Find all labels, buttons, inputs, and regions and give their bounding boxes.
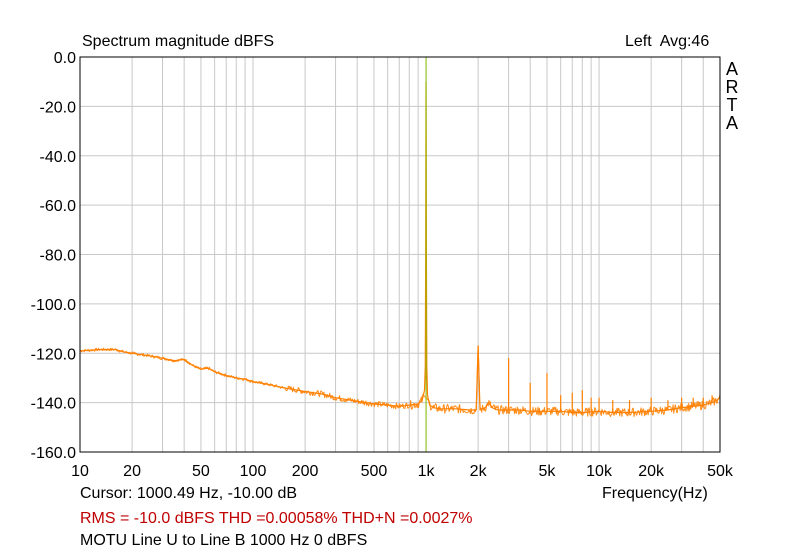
x-tick-label: 10	[71, 463, 89, 480]
averaging-label: Avg:46	[659, 33, 710, 50]
brand-letter: A	[725, 113, 738, 133]
y-tick-label: -140.0	[31, 396, 76, 413]
distortion-stats: RMS = -10.0 dBFS THD =0.00058% THD+N =0.…	[80, 510, 473, 527]
y-tick-label: -20.0	[40, 99, 77, 116]
measurement-caption: MOTU Line U to Line B 1000 Hz 0 dBFS	[80, 532, 368, 549]
x-tick-label: 50	[192, 463, 210, 480]
brand-letter: T	[726, 95, 738, 115]
chart-title: Spectrum magnitude dBFS	[82, 33, 275, 50]
x-tick-label: 2k	[470, 463, 488, 480]
x-tick-label: 500	[361, 463, 388, 480]
x-tick-label: 20	[123, 463, 141, 480]
y-tick-label: -120.0	[31, 346, 76, 363]
x-tick-label: 20k	[638, 463, 665, 480]
grid-lines	[80, 57, 720, 452]
y-tick-label: -40.0	[40, 149, 77, 166]
y-tick-label: -80.0	[40, 248, 77, 265]
x-tick-label: 200	[292, 463, 319, 480]
x-tick-label: 50k	[707, 463, 734, 480]
x-tick-label: 100	[240, 463, 267, 480]
plot-frame	[79, 56, 721, 453]
x-tick-label: 1k	[418, 463, 436, 480]
y-tick-label: -60.0	[40, 198, 77, 215]
brand-letter: R	[725, 77, 739, 97]
x-tick-label: 10k	[586, 463, 613, 480]
spectrum-series-line	[79, 81, 721, 414]
y-tick-label: -160.0	[31, 445, 76, 462]
x-axis-label: Frequency(Hz)	[602, 485, 708, 502]
y-tick-label: 0.0	[54, 50, 76, 67]
x-tick-label: 5k	[539, 463, 557, 480]
cursor-readout: Cursor: 1000.49 Hz, -10.00 dB	[80, 485, 298, 502]
spectrum-traces	[79, 57, 721, 452]
y-tick-labels: 0.0 -20.0 -40.0 -60.0 -80.0 -100.0 -120.0 -140.…	[31, 50, 76, 462]
brand-letter: A	[725, 59, 738, 79]
x-tick-labels: 10 20 50 100 200 500 1k 2k 5k 10k 20k 50k	[71, 463, 734, 480]
channel-label: Left Avg:46	[625, 33, 709, 51]
y-tick-label: -100.0	[31, 297, 76, 314]
channel-name: Left	[625, 33, 652, 50]
